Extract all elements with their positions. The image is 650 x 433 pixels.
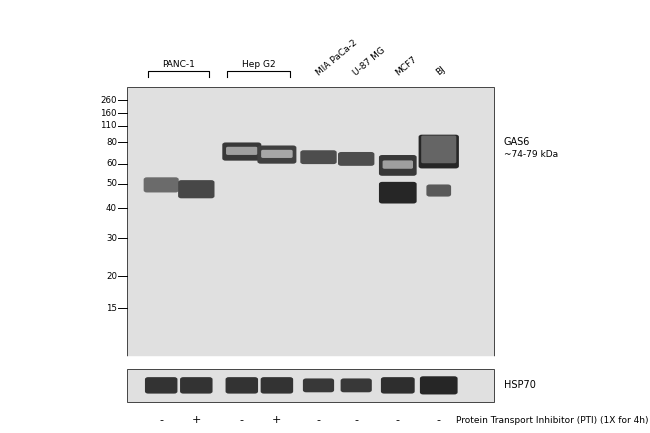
FancyBboxPatch shape [383,160,413,169]
Text: 50: 50 [106,179,117,188]
Text: U-87 MG: U-87 MG [352,45,387,77]
FancyBboxPatch shape [222,142,261,161]
FancyBboxPatch shape [144,178,179,192]
Bar [127,369,494,402]
Text: 30: 30 [106,234,117,242]
Text: 110: 110 [101,121,117,130]
Text: ~74-79 kDa: ~74-79 kDa [504,150,558,159]
FancyBboxPatch shape [419,135,459,168]
Text: 60: 60 [106,159,117,168]
Text: MIA PaCa-2: MIA PaCa-2 [314,38,359,77]
Bar [127,87,494,357]
Text: Hep G2: Hep G2 [242,60,276,69]
Text: PANC-1: PANC-1 [162,60,195,69]
FancyBboxPatch shape [421,136,456,163]
Text: BJ: BJ [434,65,447,77]
FancyBboxPatch shape [145,377,177,394]
Text: -: - [240,415,244,425]
Text: HSP70: HSP70 [504,380,536,391]
FancyBboxPatch shape [420,376,458,394]
FancyBboxPatch shape [261,377,293,394]
Text: +: + [192,415,201,425]
FancyBboxPatch shape [226,377,258,394]
Text: -: - [354,415,358,425]
FancyBboxPatch shape [341,378,372,392]
Text: 160: 160 [101,109,117,118]
Text: 15: 15 [106,304,117,313]
FancyBboxPatch shape [226,147,257,155]
Text: 260: 260 [101,96,117,105]
Text: -: - [159,415,163,425]
FancyBboxPatch shape [180,377,213,394]
Text: -: - [437,415,441,425]
FancyBboxPatch shape [303,378,334,392]
FancyBboxPatch shape [261,150,292,158]
Text: 80: 80 [106,138,117,146]
FancyBboxPatch shape [338,152,374,166]
Text: -: - [396,415,400,425]
FancyBboxPatch shape [300,150,337,164]
Text: -: - [317,415,320,425]
FancyBboxPatch shape [178,180,215,198]
Text: 40: 40 [106,204,117,213]
FancyBboxPatch shape [379,182,417,204]
FancyBboxPatch shape [257,145,296,164]
Text: Protein Transport Inhibitor (PTI) (1X for 4h): Protein Transport Inhibitor (PTI) (1X fo… [456,416,649,424]
Text: 20: 20 [106,272,117,281]
Text: +: + [272,415,281,425]
Text: MCF7: MCF7 [393,54,418,77]
Text: GAS6: GAS6 [504,137,530,147]
FancyBboxPatch shape [426,184,451,197]
FancyBboxPatch shape [379,155,417,176]
FancyBboxPatch shape [381,377,415,394]
